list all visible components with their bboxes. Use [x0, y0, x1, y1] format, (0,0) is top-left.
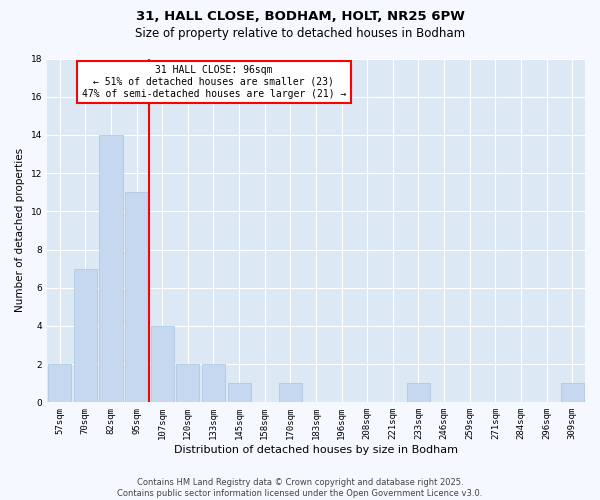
X-axis label: Distribution of detached houses by size in Bodham: Distribution of detached houses by size …	[174, 445, 458, 455]
Bar	[279, 383, 302, 402]
Bar	[202, 364, 225, 403]
Bar	[100, 135, 122, 402]
Bar	[151, 326, 174, 402]
Text: 31 HALL CLOSE: 96sqm
← 51% of detached houses are smaller (23)
47% of semi-detac: 31 HALL CLOSE: 96sqm ← 51% of detached h…	[82, 66, 346, 98]
Bar	[176, 364, 199, 403]
Y-axis label: Number of detached properties: Number of detached properties	[15, 148, 25, 312]
Text: Size of property relative to detached houses in Bodham: Size of property relative to detached ho…	[135, 28, 465, 40]
Text: 31, HALL CLOSE, BODHAM, HOLT, NR25 6PW: 31, HALL CLOSE, BODHAM, HOLT, NR25 6PW	[136, 10, 464, 23]
Text: Contains HM Land Registry data © Crown copyright and database right 2025.
Contai: Contains HM Land Registry data © Crown c…	[118, 478, 482, 498]
Bar	[227, 383, 251, 402]
Bar	[74, 268, 97, 402]
Bar	[407, 383, 430, 402]
Bar	[48, 364, 71, 403]
Bar	[125, 192, 148, 402]
Bar	[560, 383, 584, 402]
